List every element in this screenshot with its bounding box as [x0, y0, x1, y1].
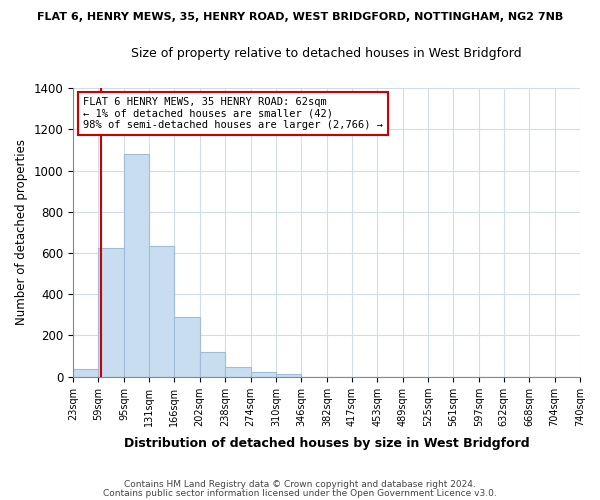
Bar	[251, 372, 276, 376]
Bar	[98, 248, 124, 376]
Bar	[149, 246, 174, 376]
Bar	[200, 352, 225, 376]
Y-axis label: Number of detached properties: Number of detached properties	[15, 140, 28, 326]
Bar	[124, 154, 149, 376]
Bar	[73, 370, 98, 376]
Text: FLAT 6 HENRY MEWS, 35 HENRY ROAD: 62sqm
← 1% of detached houses are smaller (42): FLAT 6 HENRY MEWS, 35 HENRY ROAD: 62sqm …	[83, 96, 383, 130]
Text: Contains public sector information licensed under the Open Government Licence v3: Contains public sector information licen…	[103, 488, 497, 498]
Text: FLAT 6, HENRY MEWS, 35, HENRY ROAD, WEST BRIDGFORD, NOTTINGHAM, NG2 7NB: FLAT 6, HENRY MEWS, 35, HENRY ROAD, WEST…	[37, 12, 563, 22]
Bar	[276, 374, 301, 376]
X-axis label: Distribution of detached houses by size in West Bridgford: Distribution of detached houses by size …	[124, 437, 529, 450]
Bar	[174, 317, 200, 376]
Bar	[225, 367, 251, 376]
Title: Size of property relative to detached houses in West Bridgford: Size of property relative to detached ho…	[131, 48, 522, 60]
Text: Contains HM Land Registry data © Crown copyright and database right 2024.: Contains HM Land Registry data © Crown c…	[124, 480, 476, 489]
